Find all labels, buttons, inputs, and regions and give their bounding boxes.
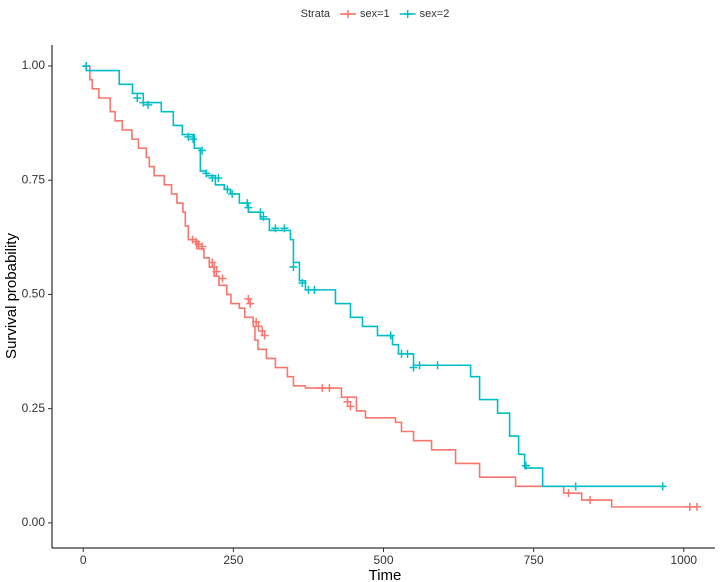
censor-mark <box>271 224 280 233</box>
x-tick-label: 250 <box>223 553 243 567</box>
censor-mark <box>189 135 198 144</box>
censor-mark <box>409 363 418 372</box>
censor-mark <box>184 132 193 141</box>
censor-mark <box>260 331 269 340</box>
censor-mark <box>289 263 298 272</box>
censor-mark <box>310 285 319 294</box>
censor-mark <box>298 279 307 288</box>
y-tick-label: 0.50 <box>22 287 46 301</box>
legend-cross <box>344 10 352 18</box>
censor-mark <box>403 349 412 358</box>
censor-mark <box>82 62 91 71</box>
censor-mark <box>258 326 267 335</box>
censor-mark <box>202 169 211 178</box>
censor-mark <box>144 100 153 109</box>
censor-mark <box>346 402 355 411</box>
survival-curve <box>83 65 697 508</box>
censor-mark <box>564 489 573 498</box>
censor-mark <box>259 212 268 221</box>
x-tick-label: 1000 <box>670 553 697 567</box>
censor-mark <box>256 208 265 217</box>
survival-curve <box>83 65 663 488</box>
censor-mark <box>318 384 327 393</box>
y-tick-label: 1.00 <box>22 58 46 72</box>
y-axis-title: Survival probability <box>3 233 20 359</box>
legend-label: sex=1 <box>360 8 390 20</box>
censor-mark <box>521 461 530 470</box>
censor-mark <box>252 317 261 326</box>
censor-mark <box>386 331 395 340</box>
legend-title: Strata <box>301 8 331 20</box>
x-axis-title: Time <box>369 567 402 582</box>
legend-label: sex=2 <box>420 8 450 20</box>
y-tick-label: 0.25 <box>22 401 46 415</box>
censor-mark <box>658 482 667 491</box>
censor-mark <box>133 93 142 102</box>
censor-mark <box>246 299 255 308</box>
censor-mark <box>415 361 424 370</box>
censor-mark <box>214 173 223 182</box>
censor-mark <box>139 98 148 107</box>
censor-mark <box>692 502 701 511</box>
censor-mark <box>433 361 442 370</box>
y-tick-label: 0.00 <box>22 515 46 529</box>
censor-mark <box>280 224 289 233</box>
censor-mark <box>198 146 207 155</box>
censor-mark <box>208 258 217 267</box>
x-tick-label: 750 <box>524 553 544 567</box>
legend-cross <box>403 10 412 18</box>
censor-mark <box>685 502 694 511</box>
censor-mark <box>244 203 253 212</box>
censor-mark <box>210 263 219 272</box>
censor-mark <box>254 322 263 331</box>
censor-mark <box>223 185 232 194</box>
x-tick-label: 0 <box>80 553 87 567</box>
censor-mark <box>212 267 221 276</box>
censor-mark <box>343 397 352 406</box>
censor-mark <box>571 482 580 491</box>
censor-mark <box>228 189 237 198</box>
y-tick-label: 0.75 <box>22 172 46 186</box>
censor-mark <box>243 199 252 208</box>
censor-mark <box>218 274 227 283</box>
censor-mark <box>325 384 334 393</box>
censor-mark <box>586 496 595 505</box>
x-tick-label: 500 <box>373 553 393 567</box>
censor-mark <box>244 295 253 304</box>
censor-mark <box>198 242 207 251</box>
